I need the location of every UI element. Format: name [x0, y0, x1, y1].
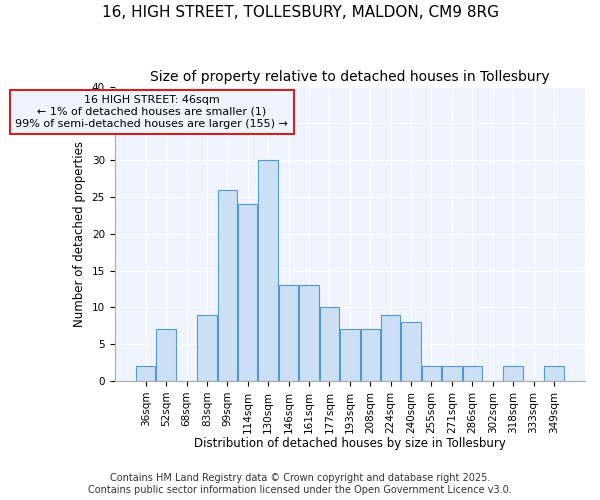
Bar [197, 314, 217, 381]
Bar [361, 330, 380, 381]
Bar [381, 314, 400, 381]
Bar [544, 366, 563, 381]
Text: 16, HIGH STREET, TOLLESBURY, MALDON, CM9 8RG: 16, HIGH STREET, TOLLESBURY, MALDON, CM9… [101, 5, 499, 20]
Bar [463, 366, 482, 381]
Bar [157, 330, 176, 381]
Text: Contains HM Land Registry data © Crown copyright and database right 2025.
Contai: Contains HM Land Registry data © Crown c… [88, 474, 512, 495]
Bar [279, 286, 298, 381]
Bar [320, 308, 339, 381]
Bar [238, 204, 257, 381]
Bar [401, 322, 421, 381]
X-axis label: Distribution of detached houses by size in Tollesbury: Distribution of detached houses by size … [194, 437, 506, 450]
Title: Size of property relative to detached houses in Tollesbury: Size of property relative to detached ho… [150, 70, 550, 84]
Y-axis label: Number of detached properties: Number of detached properties [73, 141, 86, 327]
Bar [422, 366, 441, 381]
Bar [218, 190, 237, 381]
Bar [136, 366, 155, 381]
Text: 16 HIGH STREET: 46sqm
← 1% of detached houses are smaller (1)
99% of semi-detach: 16 HIGH STREET: 46sqm ← 1% of detached h… [16, 96, 288, 128]
Bar [442, 366, 461, 381]
Bar [503, 366, 523, 381]
Bar [259, 160, 278, 381]
Bar [340, 330, 359, 381]
Bar [299, 286, 319, 381]
